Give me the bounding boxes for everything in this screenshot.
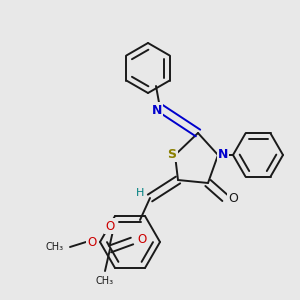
- Text: O: O: [137, 232, 147, 245]
- Text: S: S: [167, 148, 176, 160]
- Text: O: O: [105, 220, 115, 232]
- Text: O: O: [228, 191, 238, 205]
- Text: O: O: [87, 236, 97, 248]
- Text: H: H: [136, 188, 144, 198]
- Text: CH₃: CH₃: [96, 276, 114, 286]
- Text: N: N: [152, 103, 162, 116]
- Text: CH₃: CH₃: [46, 242, 64, 252]
- Text: N: N: [218, 148, 228, 160]
